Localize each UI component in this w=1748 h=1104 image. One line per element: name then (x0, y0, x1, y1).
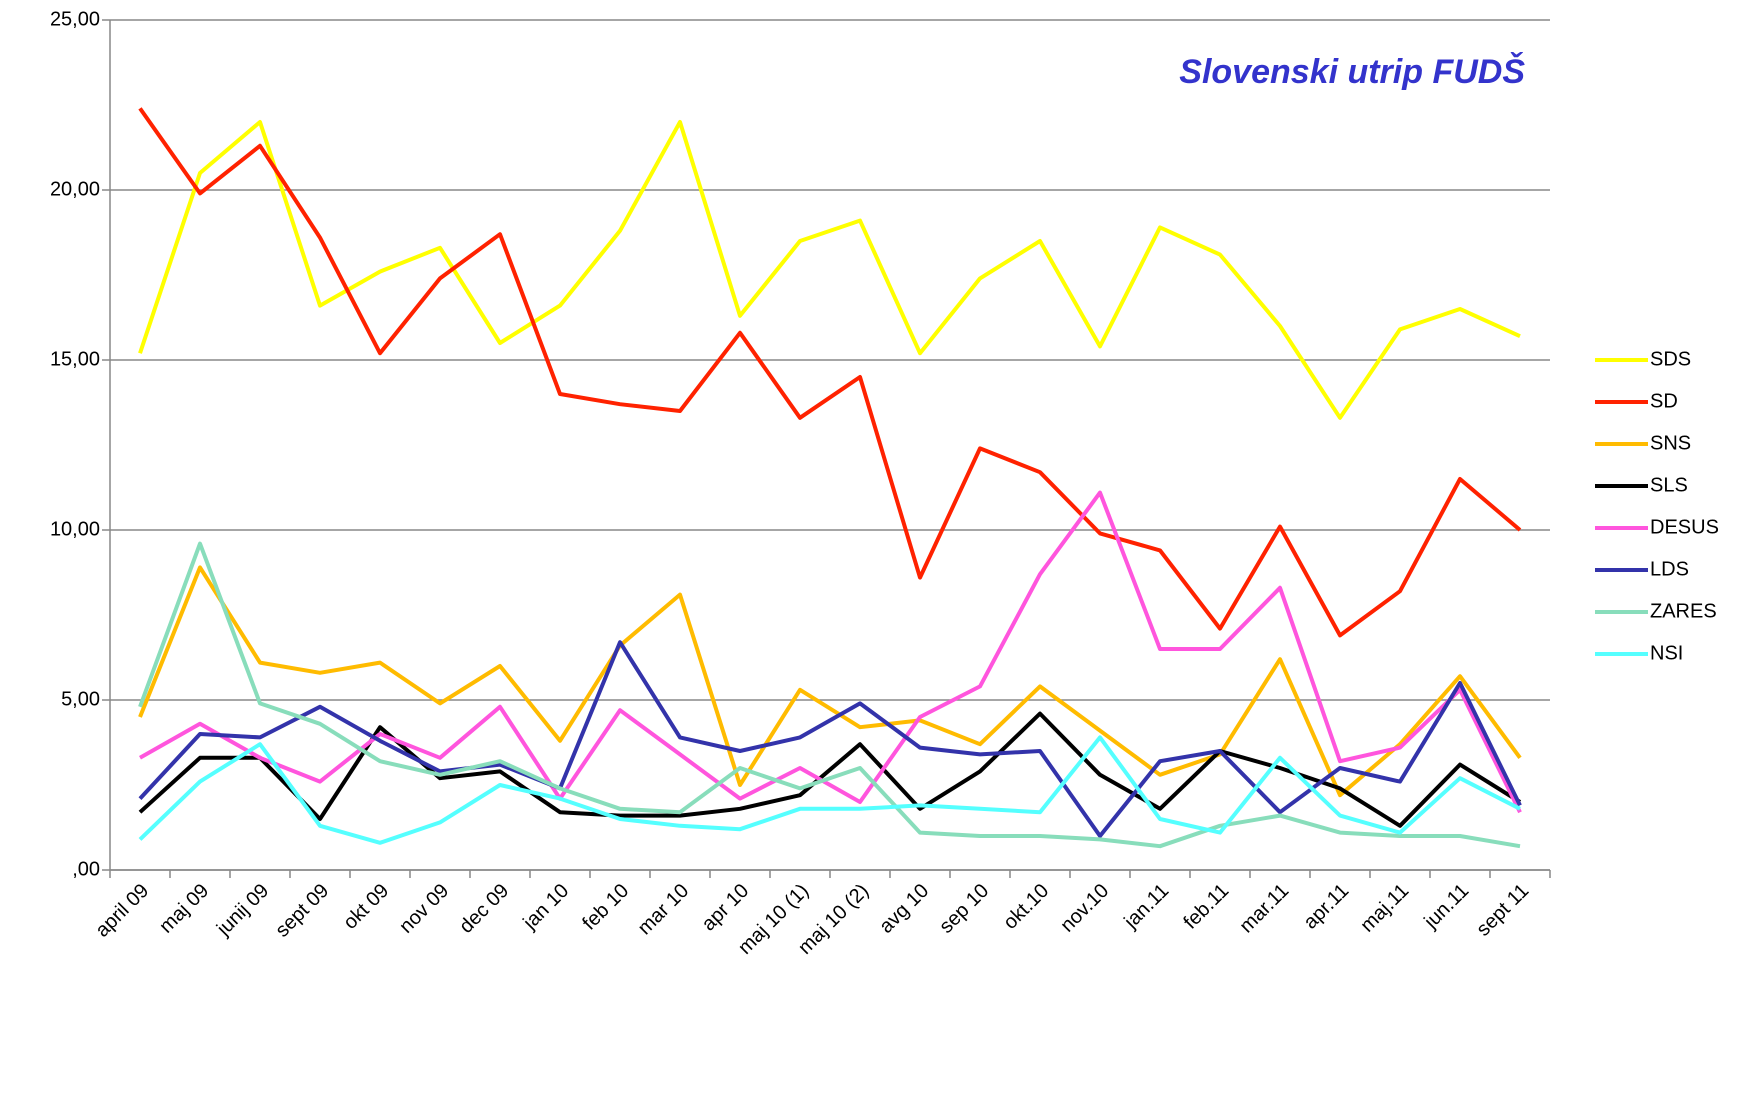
x-tick-label: apr.11 (1299, 880, 1353, 934)
x-tick-label: jan.11 (1120, 880, 1174, 934)
x-tick-label: jun.11 (1420, 880, 1474, 934)
legend-label: ZARES (1650, 600, 1717, 622)
x-tick-label: feb.11 (1179, 880, 1233, 934)
chart-title: Slovenski utrip FUDŠ (1179, 52, 1525, 91)
series-line (138, 735, 1521, 845)
legend-label: SDS (1650, 348, 1691, 370)
x-tick-label: feb 10 (578, 880, 633, 935)
x-tick-label: mar.11 (1236, 880, 1294, 938)
x-tick-label: mar 10 (634, 880, 694, 940)
x-tick-label: april 09 (91, 880, 153, 942)
x-tick-label: maj.11 (1356, 880, 1413, 937)
x-tick-label: okt 09 (339, 880, 393, 934)
legend-label: DESUS (1650, 516, 1719, 538)
x-tick-label: jan 10 (518, 880, 573, 935)
series-line (138, 640, 1522, 838)
x-tick-label: sept 11 (1472, 880, 1533, 941)
x-tick-label: okt.10 (999, 880, 1053, 934)
series-line (138, 107, 1522, 638)
x-tick-label: sep 10 (935, 880, 993, 938)
y-tick-label: 5,00 (61, 688, 100, 710)
series-line (138, 541, 1521, 849)
series-line (139, 490, 1522, 814)
y-tick-label: 15,00 (50, 348, 100, 370)
x-tick-label: junij 09 (212, 880, 273, 941)
y-tick-label: 20,00 (50, 178, 100, 200)
legend-label: SLS (1650, 474, 1688, 496)
x-tick-label: apr 10 (698, 880, 754, 936)
y-tick-label: ,00 (72, 858, 100, 880)
x-tick-label: nov 09 (395, 880, 453, 938)
legend-label: LDS (1650, 558, 1689, 580)
series-line (138, 565, 1522, 798)
legend-label: SD (1650, 390, 1678, 412)
x-tick-label: avg 10 (875, 880, 933, 938)
legend-label: NSI (1650, 642, 1683, 664)
series-line (138, 120, 1521, 420)
x-tick-label: nov.10 (1056, 880, 1113, 937)
legend-label: SNS (1650, 432, 1691, 454)
x-tick-label: maj 09 (155, 880, 213, 938)
y-tick-label: 10,00 (50, 518, 100, 540)
x-tick-label: dec 09 (455, 880, 513, 938)
x-tick-label: sept 09 (271, 880, 333, 942)
y-tick-label: 25,00 (50, 8, 100, 30)
